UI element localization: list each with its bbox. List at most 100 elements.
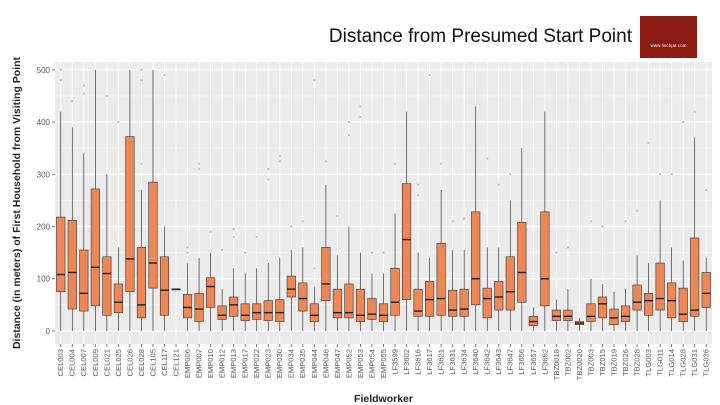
box-cel021 — [102, 94, 112, 331]
box-tlg011 — [655, 173, 665, 331]
x-tick-label: EMP053 — [356, 349, 365, 378]
x-tick-label: EMP023 — [264, 349, 273, 378]
outlier-point — [693, 110, 696, 113]
x-tick-label: CEL121 — [171, 349, 180, 376]
outlier-point — [82, 92, 85, 95]
box-tbz003 — [586, 220, 596, 331]
outlier-point — [566, 246, 570, 249]
outlier-point — [324, 160, 327, 163]
box-emp023 — [263, 167, 273, 331]
box-emp017 — [240, 251, 250, 331]
box-iqr — [217, 305, 227, 320]
outlier-point — [267, 178, 270, 181]
box-tlg036 — [701, 188, 711, 331]
box-emp054 — [367, 251, 377, 331]
x-tick-label: TBZ003 — [586, 349, 595, 376]
box-lf3617 — [425, 73, 435, 331]
box-tlg028 — [678, 120, 688, 331]
box-iqr — [79, 249, 89, 312]
box-iqr — [644, 293, 654, 316]
box-emp035 — [298, 220, 308, 331]
box-cel004 — [67, 100, 77, 331]
x-tick-label: TBZ002 — [563, 349, 572, 376]
outlier-point — [463, 217, 466, 220]
box-tbz015 — [597, 225, 608, 331]
x-axis-ticks: CEL003 CEL004 CEL007 CEL009 CEL021 CEL025 CEL0… — [56, 344, 711, 380]
brand-logo: www.linchjat.com — [640, 16, 697, 58]
outlier-point — [221, 248, 224, 252]
box-iqr — [355, 288, 366, 322]
x-tick-label: EMP006 — [183, 349, 192, 378]
box-lf3602 — [401, 111, 412, 331]
box-iqr — [678, 287, 688, 322]
outlier-point — [140, 79, 143, 82]
x-tick-label: EMP013 — [229, 349, 238, 378]
box-iqr — [448, 289, 458, 317]
box-iqr — [367, 298, 377, 320]
outlier-point — [359, 115, 362, 118]
box-iqr — [701, 272, 711, 308]
outlier-point — [555, 251, 558, 254]
outlier-point — [117, 120, 120, 124]
box-emp030 — [275, 154, 285, 331]
box-iqr — [563, 309, 573, 321]
outlier-point — [59, 68, 62, 71]
outlier-point — [428, 73, 431, 77]
box-emp012 — [217, 248, 227, 331]
box-tbz019 — [609, 291, 619, 331]
x-tick-label: LF3642 — [483, 349, 492, 375]
box-tbz026 — [620, 220, 631, 331]
outlier-point — [347, 134, 351, 137]
x-tick-label: CEL028 — [137, 349, 146, 376]
x-tick-label: EMP054 — [367, 349, 376, 378]
x-tick-label: EMP010 — [206, 349, 215, 378]
outlier-point — [647, 141, 650, 145]
x-tick-label: EMP012 — [218, 349, 227, 378]
x-tick-label: CEL026 — [125, 349, 134, 376]
x-tick-label: LF3616 — [414, 349, 423, 375]
box-iqr — [609, 308, 619, 325]
box-iqr — [471, 211, 481, 306]
x-tick-label: TLG036 — [702, 349, 711, 376]
box-cel009 — [90, 69, 100, 331]
x-tick-label: LF3634 — [460, 349, 469, 375]
x-tick-label: CEL003 — [56, 349, 65, 376]
outlier-point — [290, 225, 293, 228]
x-axis-label: Fieldworker — [354, 393, 413, 405]
y-axis-label: Distance (in meters) of First Household … — [11, 56, 23, 349]
outlier-point — [670, 173, 673, 176]
outlier-point — [186, 246, 189, 249]
x-tick-label: EMP030 — [275, 349, 284, 378]
y-tick-label: 200 — [37, 223, 51, 232]
outlier-point — [105, 94, 108, 98]
x-tick-label: TBZ0020 — [575, 349, 584, 380]
x-tick-label: TLG003 — [644, 349, 653, 376]
outlier-point — [509, 173, 512, 176]
box-iqr — [517, 222, 527, 303]
outlier-point — [267, 167, 270, 171]
outlier-point — [370, 251, 374, 254]
box-lf3642 — [482, 157, 492, 331]
box-tlg031 — [690, 110, 700, 331]
box-iqr — [551, 309, 561, 321]
box-iqr — [344, 283, 354, 319]
box-lf3616 — [413, 183, 423, 331]
x-tick-label: CEL009 — [91, 349, 100, 376]
outlier-point — [140, 68, 143, 71]
x-tick-label: LF3631 — [448, 349, 457, 375]
x-tick-label: LF3602 — [402, 349, 411, 375]
outlier-point — [197, 162, 201, 165]
box-iqr — [309, 303, 319, 322]
box-iqr — [390, 267, 400, 316]
box-iqr — [540, 211, 550, 307]
x-tick-label: EMP044 — [310, 349, 319, 378]
box-iqr — [67, 219, 77, 310]
outlier-point — [336, 214, 339, 218]
box-emp055 — [378, 251, 389, 331]
box-lf3640 — [471, 106, 481, 331]
box-lf3643 — [494, 183, 504, 331]
outlier-point — [255, 235, 258, 239]
outlier-point — [232, 235, 235, 239]
box-emp047 — [332, 214, 342, 331]
